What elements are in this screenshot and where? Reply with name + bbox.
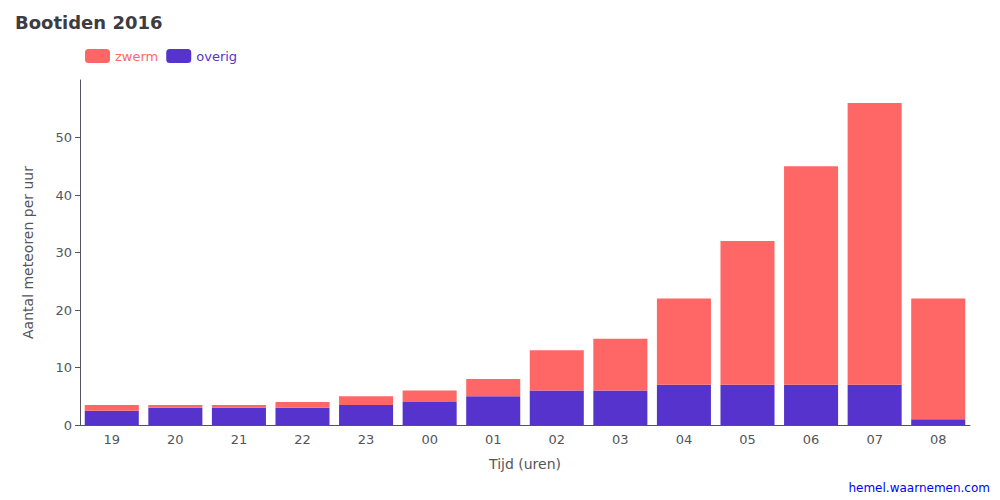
svg-text:hemel.waarnemen.com: hemel.waarnemen.com <box>848 481 990 495</box>
svg-text:03: 03 <box>612 432 629 447</box>
svg-text:20: 20 <box>167 432 184 447</box>
svg-text:07: 07 <box>866 432 883 447</box>
svg-text:50: 50 <box>55 130 72 145</box>
svg-text:Bootiden 2016: Bootiden 2016 <box>15 12 163 33</box>
svg-text:23: 23 <box>358 432 375 447</box>
svg-text:30: 30 <box>55 245 72 260</box>
svg-text:00: 00 <box>421 432 438 447</box>
svg-text:overig: overig <box>196 49 237 64</box>
svg-text:Aantal meteoren per uur: Aantal meteoren per uur <box>20 166 36 339</box>
svg-text:0: 0 <box>64 418 72 433</box>
svg-text:01: 01 <box>485 432 502 447</box>
svg-text:19: 19 <box>104 432 121 447</box>
svg-text:10: 10 <box>55 360 72 375</box>
svg-text:20: 20 <box>55 303 72 318</box>
svg-text:08: 08 <box>930 432 947 447</box>
svg-text:Tijd (uren): Tijd (uren) <box>488 456 561 472</box>
svg-text:21: 21 <box>231 432 248 447</box>
svg-text:04: 04 <box>676 432 693 447</box>
svg-text:22: 22 <box>294 432 311 447</box>
svg-text:40: 40 <box>55 188 72 203</box>
svg-text:06: 06 <box>803 432 820 447</box>
svg-text:05: 05 <box>739 432 756 447</box>
svg-text:zwerm: zwerm <box>115 49 158 64</box>
svg-text:02: 02 <box>549 432 566 447</box>
